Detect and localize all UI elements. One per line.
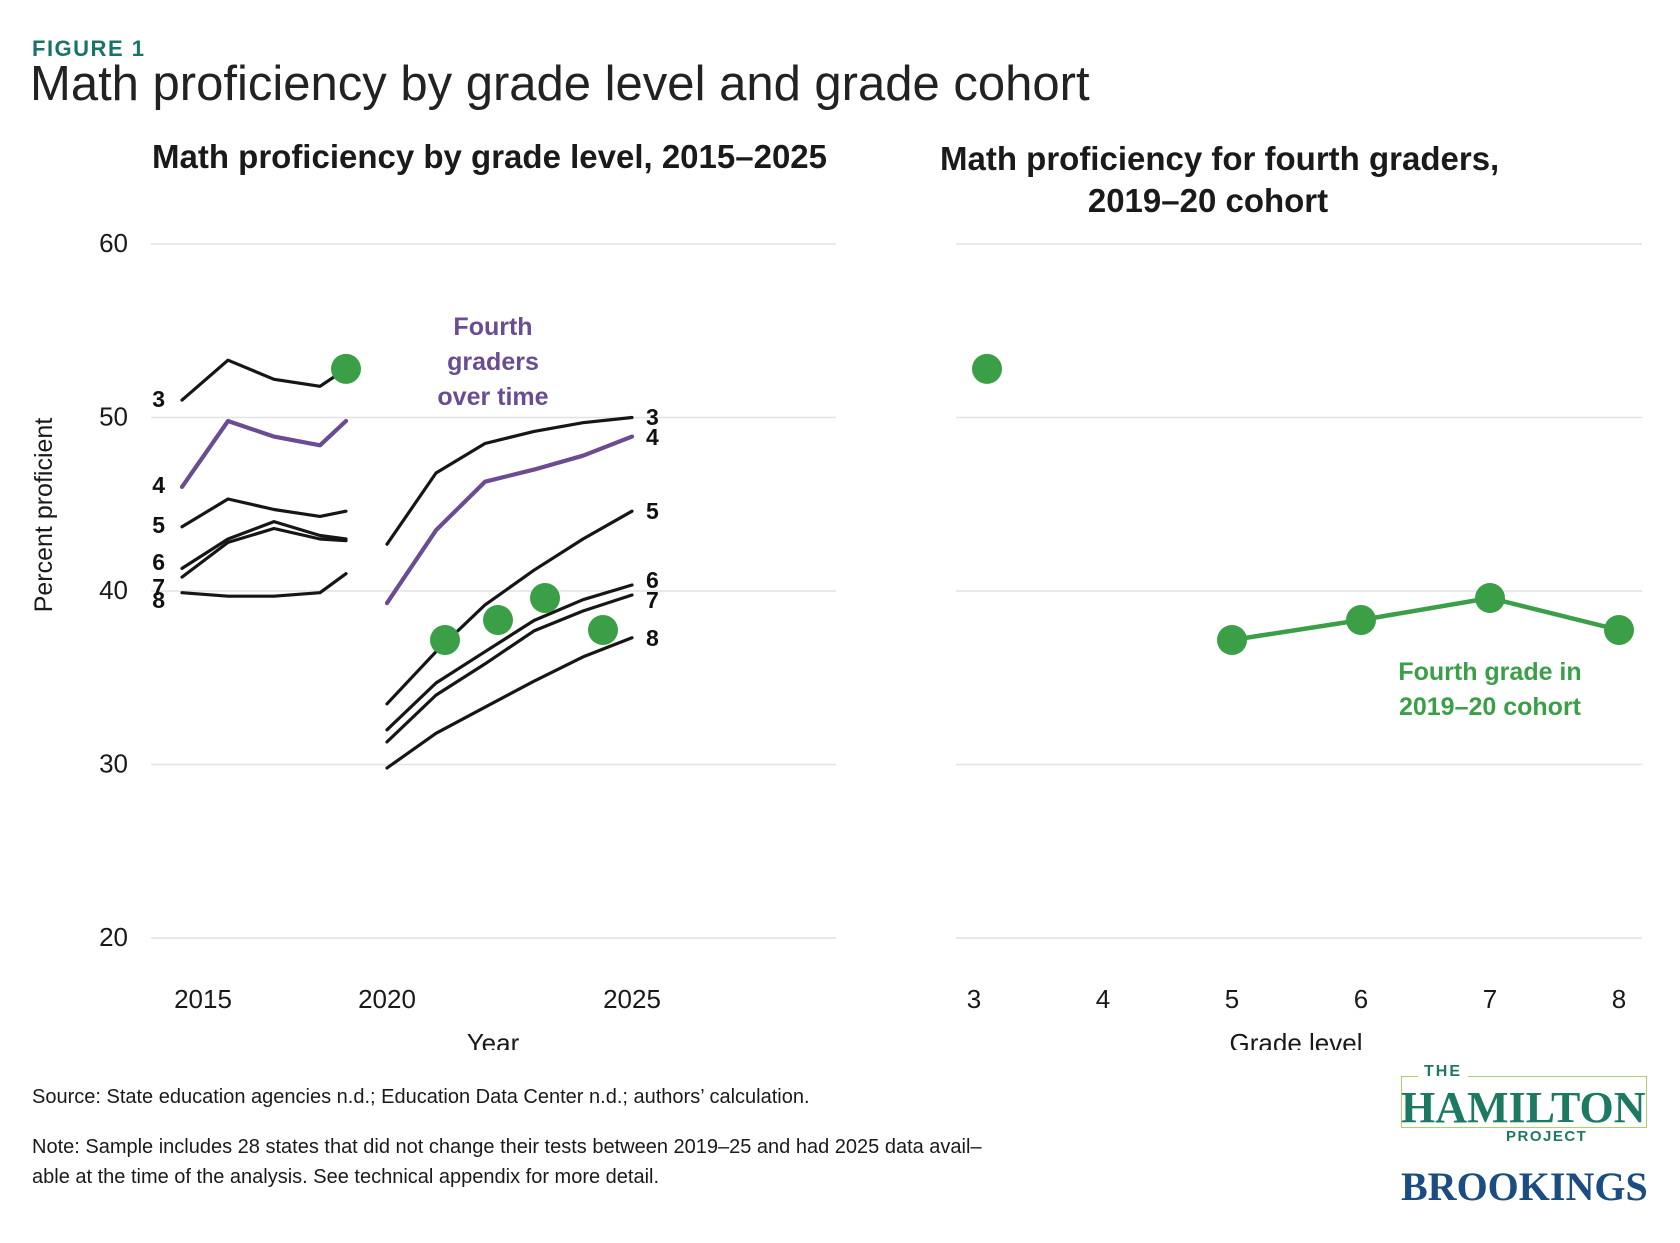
svg-text:8: 8: [152, 587, 165, 613]
svg-text:5: 5: [152, 512, 165, 538]
svg-text:4: 4: [152, 472, 165, 498]
svg-text:20: 20: [99, 922, 128, 952]
svg-text:6: 6: [152, 549, 165, 575]
svg-text:2025: 2025: [603, 984, 661, 1014]
svg-text:8: 8: [646, 625, 659, 651]
svg-text:2015: 2015: [174, 984, 232, 1014]
svg-text:8: 8: [1612, 984, 1626, 1014]
svg-text:7: 7: [646, 587, 659, 613]
svg-text:Fourth: Fourth: [453, 313, 532, 341]
svg-text:2020: 2020: [358, 984, 416, 1014]
svg-text:Grade level: Grade level: [1230, 1028, 1363, 1050]
svg-text:graders: graders: [447, 348, 539, 376]
svg-text:3: 3: [967, 984, 981, 1014]
svg-text:5: 5: [1225, 984, 1239, 1014]
svg-text:50: 50: [99, 402, 128, 432]
svg-text:7: 7: [1483, 984, 1497, 1014]
svg-text:2019–20 cohort: 2019–20 cohort: [1399, 693, 1582, 721]
svg-text:4: 4: [646, 424, 659, 450]
svg-text:60: 60: [99, 230, 128, 258]
svg-text:30: 30: [99, 749, 128, 779]
svg-text:4: 4: [1096, 984, 1110, 1014]
svg-text:3: 3: [152, 386, 165, 412]
svg-text:5: 5: [646, 498, 659, 524]
svg-text:Fourth grade in: Fourth grade in: [1398, 658, 1581, 686]
svg-text:Year: Year: [467, 1028, 520, 1050]
svg-text:40: 40: [99, 575, 128, 605]
svg-text:over time: over time: [437, 383, 548, 411]
svg-text:6: 6: [1354, 984, 1368, 1014]
